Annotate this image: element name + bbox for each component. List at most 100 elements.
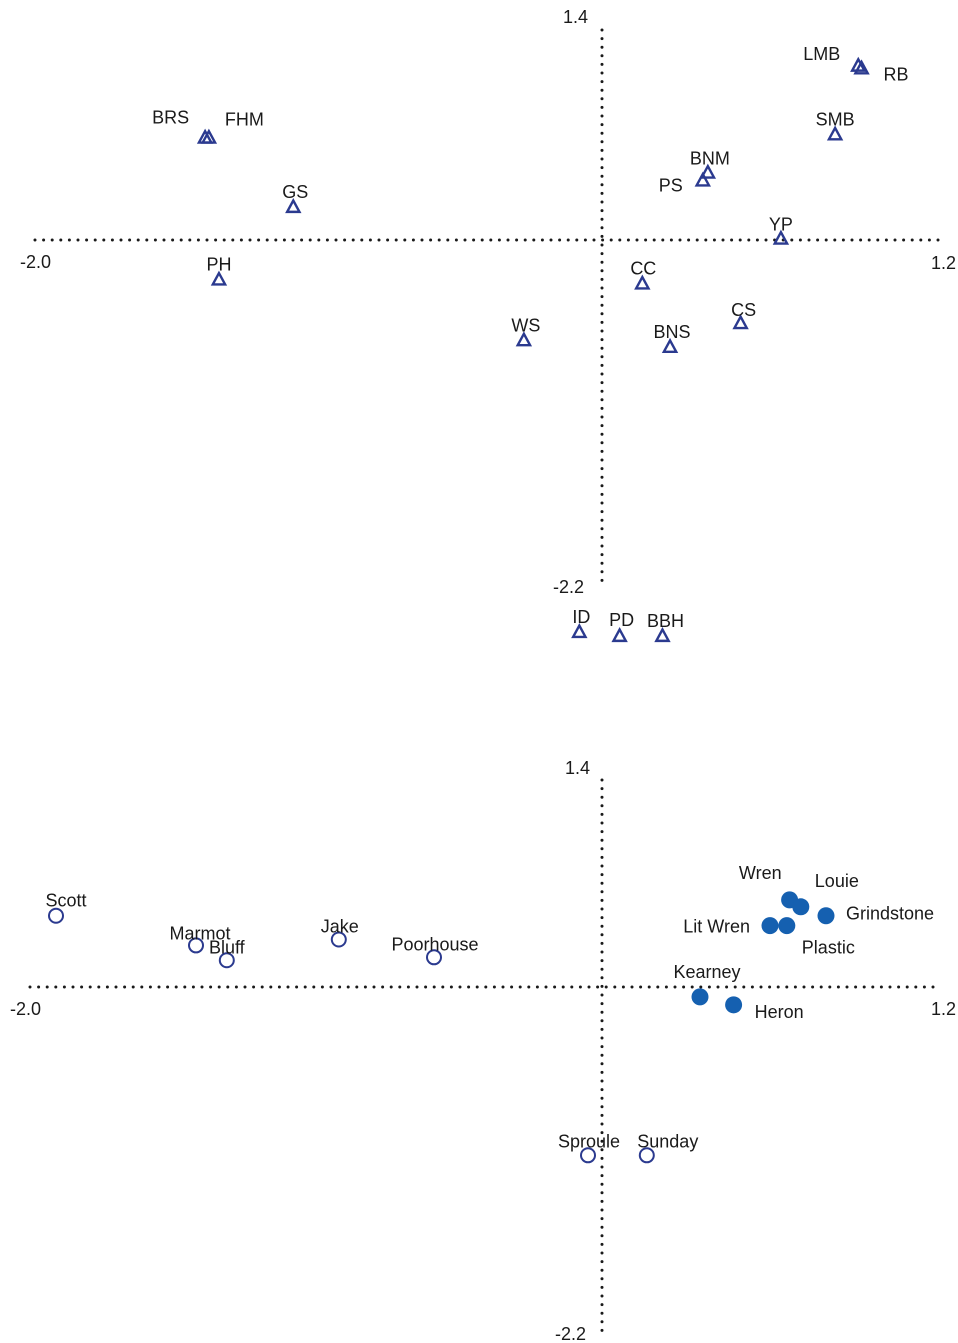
point-gs: GS — [282, 182, 308, 214]
point-label: Poorhouse — [391, 934, 478, 954]
point-label: BNM — [690, 149, 730, 169]
species-ordination-panel: 1.4 -2.2 -2.0 1.2 BRS FHM GS PH LMB RB SMB BNM P… — [20, 7, 956, 643]
point-label: Louie — [815, 871, 859, 891]
point-grindstone: Grindstone — [817, 904, 934, 925]
point-heron: Heron — [725, 996, 804, 1022]
x-axis-min-tick: -2.0 — [20, 252, 51, 272]
point-ws: WS — [511, 315, 540, 347]
point-label: Marmot — [169, 923, 230, 943]
triangle-marker — [210, 270, 228, 286]
triangle-marker — [732, 314, 749, 330]
point-label: BBH — [647, 611, 684, 631]
x-axis-max-tick: 1.2 — [931, 253, 956, 273]
point-bbh: BBH — [647, 611, 684, 643]
point-label: BRS — [152, 108, 189, 128]
triangle-marker — [515, 331, 533, 347]
point-label: PD — [609, 610, 634, 630]
x-axis-max-tick: 1.2 — [931, 999, 956, 1019]
point-label: Plastic — [802, 938, 855, 958]
point-marmot: Marmot — [169, 923, 231, 954]
point-label: Bluff — [209, 937, 246, 957]
triangle-marker — [571, 623, 588, 639]
point-ps: PS — [659, 171, 711, 196]
filled-circle-marker — [725, 996, 743, 1014]
point-label: ID — [572, 607, 590, 627]
y-axis-max-tick: 1.4 — [565, 758, 590, 778]
open-circle-marker — [638, 1147, 655, 1164]
point-label: CS — [731, 300, 756, 320]
point-plastic: Plastic — [778, 917, 855, 958]
point-label: PS — [659, 176, 683, 196]
point-smb: SMB — [816, 109, 855, 141]
filled-circle-marker — [778, 917, 796, 935]
filled-circle-marker — [691, 988, 709, 1006]
x-axis-min-tick: -2.0 — [10, 999, 41, 1019]
triangle-marker — [285, 197, 302, 214]
open-circle-marker — [580, 1147, 596, 1164]
triangle-marker — [661, 337, 679, 353]
point-rb: RB — [853, 59, 909, 84]
point-brs: BRS — [152, 108, 214, 144]
point-label: Sunday — [637, 1131, 698, 1151]
triangle-marker — [654, 626, 671, 643]
point-label: PH — [206, 255, 231, 275]
point-fhm: FHM — [200, 110, 264, 144]
triangle-marker — [853, 59, 870, 75]
point-sproule: Sproule — [558, 1131, 620, 1164]
open-circle-marker — [218, 952, 235, 969]
point-label: Scott — [45, 891, 86, 911]
y-axis-max-tick: 1.4 — [563, 7, 588, 27]
point-label: BNS — [654, 322, 691, 342]
triangle-marker — [611, 626, 628, 643]
point-label: Heron — [755, 1002, 804, 1022]
point-bns: BNS — [654, 322, 691, 353]
point-bnm: BNM — [690, 149, 730, 179]
filled-circle-marker — [792, 898, 810, 916]
point-label: RB — [884, 64, 909, 84]
open-circle-marker — [426, 949, 442, 966]
filled-circle-marker — [817, 907, 835, 925]
point-wren: Wren — [739, 863, 799, 909]
point-kearney: Kearney — [673, 962, 741, 1006]
y-axis-min-tick: -2.2 — [555, 1324, 586, 1343]
point-ph: PH — [206, 255, 231, 286]
triangle-marker — [699, 163, 717, 179]
point-label: Kearney — [673, 962, 740, 982]
point-cs: CS — [731, 300, 756, 330]
open-circle-marker — [48, 907, 64, 924]
point-lit-wren: Lit Wren — [683, 917, 779, 937]
point-yp: YP — [769, 215, 793, 245]
point-louie: Louie — [792, 871, 859, 916]
point-label: LMB — [803, 44, 840, 64]
point-scott: Scott — [45, 891, 87, 924]
open-circle-marker — [330, 931, 347, 948]
point-cc: CC — [630, 259, 656, 290]
triangle-marker — [694, 171, 711, 187]
point-label: Lit Wren — [683, 917, 750, 937]
point-pd: PD — [609, 610, 634, 643]
point-bluff: Bluff — [209, 937, 246, 969]
point-lmb: LMB — [803, 44, 867, 72]
point-id: ID — [571, 607, 590, 639]
point-label: SMB — [816, 109, 855, 129]
point-jake: Jake — [321, 916, 359, 948]
point-label: Wren — [739, 863, 782, 883]
triangle-marker — [850, 56, 867, 72]
point-label: Grindstone — [846, 904, 934, 924]
point-poorhouse: Poorhouse — [391, 934, 479, 966]
y-axis-min-tick: -2.2 — [553, 577, 584, 597]
triangle-marker — [772, 229, 790, 245]
point-label: Jake — [321, 916, 359, 936]
open-circle-marker — [188, 937, 204, 954]
point-label: WS — [511, 315, 540, 335]
point-label: YP — [769, 215, 793, 235]
triangle-marker — [826, 125, 844, 141]
triangle-marker — [634, 274, 651, 290]
triangle-marker — [200, 128, 218, 144]
point-sunday: Sunday — [637, 1131, 698, 1164]
point-label: GS — [282, 182, 308, 202]
point-label: Sproule — [558, 1131, 620, 1151]
